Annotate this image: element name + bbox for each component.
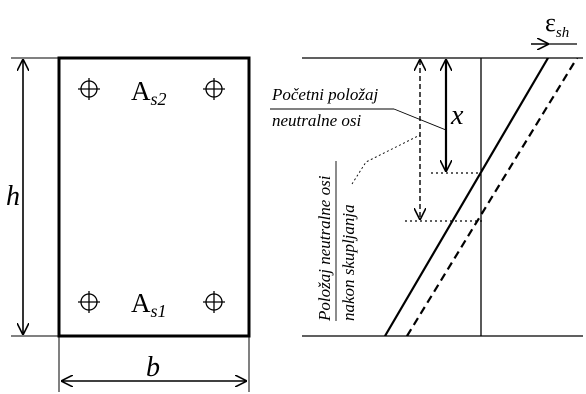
strain-line-after-shrinkage xyxy=(406,57,578,337)
shrinkage-strain-label: εsh xyxy=(545,8,569,41)
height-label: h xyxy=(6,181,20,212)
strain-line-initial xyxy=(384,57,549,337)
shifted-axis-label-line1: Položaj neutralne osi xyxy=(315,175,334,322)
neutral-axis-depth-label: x xyxy=(450,100,464,131)
reinforcement-bottom-label: As1 xyxy=(131,288,167,321)
initial-axis-leader xyxy=(393,108,447,131)
reinforcement-top-label: As2 xyxy=(131,76,167,109)
rebar-bottom-left-icon xyxy=(78,291,100,313)
shifted-neutral-axis-label: Položaj neutralne osi nakon skupljanja xyxy=(315,161,358,322)
shifted-axis-leader xyxy=(351,134,421,185)
section-outline xyxy=(57,56,251,338)
shifted-axis-label-line2: nakon skupljanja xyxy=(339,204,358,321)
initial-axis-label-line2: neutralne osi xyxy=(272,111,362,130)
cross-section: h b As2 As1 xyxy=(6,56,251,392)
rebar-bottom-right-icon xyxy=(203,291,225,313)
rebar-top-right-icon xyxy=(203,78,225,100)
width-label: b xyxy=(146,352,160,383)
rebar-top-left-icon xyxy=(78,78,100,100)
strain-diagram: εsh x Početni položaj neutralne osi Polo… xyxy=(270,8,583,337)
initial-neutral-axis-label: Početni položaj neutralne osi xyxy=(270,85,394,130)
initial-axis-label-line1: Početni položaj xyxy=(271,85,379,104)
